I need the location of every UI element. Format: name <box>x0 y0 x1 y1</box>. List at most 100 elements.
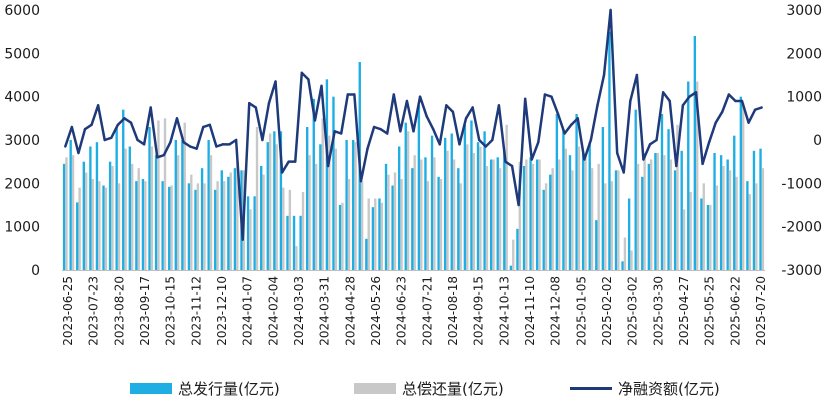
bar-issuance <box>411 168 414 270</box>
point-net-financing <box>412 130 415 133</box>
bar-repayment <box>130 163 134 270</box>
y-tick-label-left: 1000 <box>4 220 40 236</box>
bar-repayment <box>347 179 351 270</box>
point-net-financing <box>77 151 80 155</box>
y-tick-label-right: 1000 <box>786 90 822 106</box>
legend-swatch-net <box>570 387 612 390</box>
bar-issuance <box>601 127 605 270</box>
point-net-financing <box>399 130 402 133</box>
bar-repayment <box>196 183 200 270</box>
bar-repayment <box>748 194 751 270</box>
x-tick-label: 2025-02-02 <box>600 276 614 346</box>
bar-repayment <box>209 155 213 270</box>
y-tick-label-right: 2000 <box>786 46 822 62</box>
bar-repayment <box>413 155 416 270</box>
bar-repayment <box>144 181 147 270</box>
point-net-financing <box>83 127 87 131</box>
bar-repayment <box>137 168 140 270</box>
point-net-financing <box>675 164 678 168</box>
x-tick-label: 2024-11-10 <box>523 276 537 346</box>
point-net-financing <box>208 123 212 127</box>
bar-issuance <box>654 153 657 270</box>
bar-issuance <box>489 159 493 270</box>
bar-repayment <box>203 183 206 270</box>
point-net-financing <box>432 127 435 131</box>
point-net-financing <box>569 123 573 127</box>
bar-repayment <box>85 172 88 270</box>
point-net-financing <box>445 104 448 107</box>
point-net-financing <box>313 119 317 122</box>
bar-repayment <box>479 146 482 270</box>
bar-repayment <box>282 187 285 270</box>
bar-issuance <box>522 166 526 270</box>
point-net-financing <box>753 108 757 111</box>
point-net-financing <box>425 114 428 118</box>
bar-repayment <box>170 185 173 270</box>
bar-issuance <box>463 124 467 270</box>
point-net-financing <box>110 136 113 140</box>
point-net-financing <box>333 130 336 133</box>
bar-repayment <box>676 124 679 270</box>
point-net-financing <box>471 106 474 109</box>
point-net-financing <box>386 132 389 135</box>
y-tick-label-left: 2000 <box>4 176 40 192</box>
bar-repayment <box>722 166 725 270</box>
y-tick-label-left: 5000 <box>4 46 40 62</box>
point-net-financing <box>320 84 323 88</box>
bar-repayment <box>728 170 732 270</box>
point-net-financing <box>405 99 409 103</box>
x-tick-label: 2024-07-21 <box>420 276 434 346</box>
bar-repayment <box>295 246 298 270</box>
bar-issuance <box>719 155 723 270</box>
x-tick-label: 2023-08-20 <box>112 276 126 346</box>
bar-issuance <box>319 144 322 270</box>
bar-issuance <box>279 131 283 270</box>
bar-issuance <box>161 181 164 270</box>
legend-swatch-repayment <box>354 383 396 394</box>
bar-issuance <box>273 131 276 270</box>
bar-repayment <box>669 159 673 270</box>
point-net-financing <box>655 138 658 142</box>
legend-swatch-issuance <box>130 383 172 394</box>
bar-repayment <box>643 153 646 270</box>
point-net-financing <box>103 138 106 142</box>
bar-issuance <box>292 215 296 270</box>
point-net-financing <box>359 179 363 183</box>
bar-issuance <box>345 140 348 270</box>
point-net-financing <box>353 93 356 96</box>
point-net-financing <box>491 138 494 142</box>
bar-repayment <box>406 131 410 270</box>
x-tick-label: 2025-07-20 <box>754 276 768 346</box>
bar-repayment <box>577 146 581 270</box>
bar-issuance <box>457 168 460 270</box>
y-tick-label-left: 6000 <box>4 3 40 19</box>
point-net-financing <box>202 125 205 129</box>
bar-repayment <box>387 174 390 270</box>
point-net-financing <box>169 140 172 144</box>
point-net-financing <box>307 78 310 81</box>
bar-repayment <box>439 179 443 270</box>
legend-label-net: 净融资额(亿元) <box>618 380 720 398</box>
bar-repayment <box>426 181 430 270</box>
bar-repayment <box>518 161 521 270</box>
x-tick-label: 2025-03-02 <box>626 276 640 346</box>
bar-repayment <box>393 172 397 270</box>
point-net-financing <box>175 117 179 120</box>
point-net-financing <box>215 145 218 148</box>
x-tick-label: 2024-06-23 <box>395 276 409 346</box>
bar-issuance <box>312 98 315 270</box>
point-net-financing <box>609 8 612 12</box>
bar-repayment <box>150 146 154 270</box>
bar-repayment <box>650 159 653 270</box>
x-tick-label: 2024-02-04 <box>266 276 280 346</box>
point-net-financing <box>254 106 258 109</box>
bar-repayment <box>367 198 370 270</box>
bar-repayment <box>420 159 423 270</box>
x-tick-label: 2023-12-10 <box>215 276 229 346</box>
point-net-financing <box>523 97 527 101</box>
bar-issuance <box>82 161 85 270</box>
bar-issuance <box>443 137 447 270</box>
point-net-financing <box>156 156 159 159</box>
bar-repayment <box>334 148 338 270</box>
bar-issuance <box>102 185 105 270</box>
